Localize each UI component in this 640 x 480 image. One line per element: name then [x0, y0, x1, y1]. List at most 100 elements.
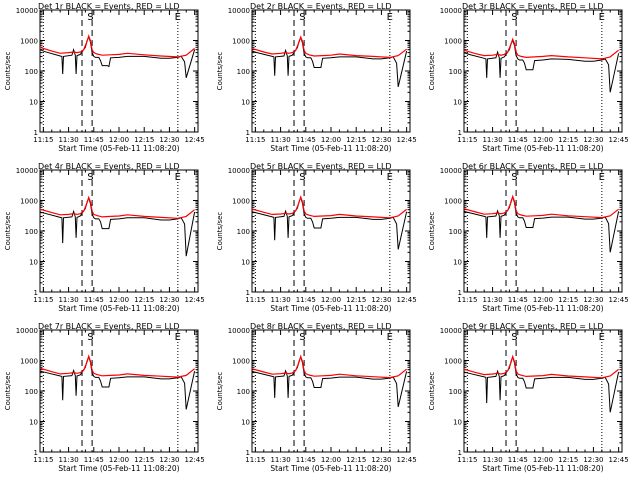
y-tick-label: 1	[458, 129, 462, 137]
x-tick-label: 12:45	[609, 456, 629, 464]
chart-title: Det 7r BLACK = Events, RED = LLD	[38, 322, 180, 331]
x-tick-label: 12:15	[134, 296, 154, 304]
y-tick-label: 100	[237, 228, 250, 236]
x-tick-label: 11:45	[296, 296, 316, 304]
x-tick-label: 11:15	[457, 456, 477, 464]
x-tick-label: 11:45	[84, 136, 104, 144]
x-tick-label: 12:00	[109, 136, 129, 144]
lld-series-line	[251, 35, 407, 59]
events-series-line	[463, 39, 620, 93]
x-tick-label: 11:15	[33, 136, 53, 144]
chart-panel-6: Det 6r BLACK = Events, RED = LLD 1 10 100 10…	[428, 162, 629, 313]
x-axis-label: Start Time (05-Feb-11 11:08:20)	[270, 144, 391, 153]
x-tick-label: 12:15	[346, 456, 366, 464]
lld-series-line	[463, 354, 619, 379]
x-tick-label: 11:15	[33, 456, 53, 464]
y-tick-label: 10000	[440, 327, 462, 335]
y-tick-label: 1	[34, 289, 38, 297]
y-tick-label: 1000	[444, 38, 462, 46]
x-tick-label: 11:30	[482, 456, 502, 464]
y-tick-label: 1	[34, 449, 38, 457]
flare-marker-e: E	[599, 332, 605, 343]
chart-title: Det 3r BLACK = Events, RED = LLD	[462, 2, 604, 11]
chart-panel-2: Det 2r BLACK = Events, RED = LLD 1 10 100 10…	[216, 2, 417, 153]
y-axis-label: Counts/sec	[428, 372, 436, 411]
y-tick-label: 10000	[440, 167, 462, 175]
chart-panel-8: Det 8r BLACK = Events, RED = LLD 1 10 100 10…	[216, 322, 417, 473]
plot-frame	[251, 169, 411, 293]
x-tick-label: 12:00	[109, 456, 129, 464]
x-tick-label: 12:00	[533, 456, 553, 464]
x-tick-label: 11:30	[270, 456, 290, 464]
x-tick-label: 12:30	[583, 456, 603, 464]
y-tick-label: 100	[25, 388, 38, 396]
x-axis-label: Start Time (05-Feb-11 11:08:20)	[482, 144, 603, 153]
y-tick-label: 10	[453, 99, 462, 107]
x-tick-label: 12:15	[134, 136, 154, 144]
y-tick-label: 10000	[440, 7, 462, 15]
flare-marker-e: E	[175, 12, 181, 23]
y-tick-label: 10	[241, 419, 250, 427]
y-tick-label: 100	[449, 68, 462, 76]
flare-marker-s: S	[511, 172, 517, 183]
flare-marker-s: S	[511, 332, 517, 343]
x-tick-label: 12:15	[346, 296, 366, 304]
events-series-line	[251, 195, 408, 250]
y-tick-label: 100	[25, 68, 38, 76]
x-axis-label: Start Time (05-Feb-11 11:08:20)	[58, 144, 179, 153]
chart-title: Det 5r BLACK = Events, RED = LLD	[250, 162, 392, 171]
y-tick-label: 1000	[232, 198, 250, 206]
y-tick-label: 1000	[232, 358, 250, 366]
x-tick-label: 12:15	[558, 296, 578, 304]
y-tick-label: 10	[29, 99, 38, 107]
x-tick-label: 12:30	[371, 296, 391, 304]
y-tick-label: 1000	[444, 198, 462, 206]
flare-marker-s: S	[299, 172, 305, 183]
chart-title: Det 4r BLACK = Events, RED = LLD	[38, 162, 180, 171]
plot-frame	[251, 329, 411, 453]
x-tick-label: 11:45	[508, 136, 528, 144]
x-tick-label: 12:00	[321, 136, 341, 144]
y-tick-label: 10	[29, 419, 38, 427]
flare-marker-e: E	[599, 172, 605, 183]
flare-marker-s: S	[87, 332, 93, 343]
x-tick-label: 12:30	[583, 136, 603, 144]
y-axis-label: Counts/sec	[4, 52, 12, 91]
x-tick-label: 12:30	[159, 136, 179, 144]
plot-frame	[463, 329, 623, 453]
events-series-line	[251, 355, 408, 408]
x-tick-label: 11:15	[245, 136, 265, 144]
y-tick-label: 100	[237, 68, 250, 76]
x-tick-label: 12:45	[609, 136, 629, 144]
y-tick-label: 1	[246, 289, 250, 297]
y-tick-label: 10	[241, 99, 250, 107]
plot-frame	[39, 9, 199, 133]
y-tick-label: 1000	[232, 38, 250, 46]
y-tick-label: 10	[453, 419, 462, 427]
x-tick-label: 12:45	[185, 456, 205, 464]
y-tick-label: 1000	[20, 198, 38, 206]
flare-marker-e: E	[387, 12, 393, 23]
chart-title: Det 1r BLACK = Events, RED = LLD	[38, 2, 180, 11]
x-tick-label: 12:45	[397, 456, 417, 464]
x-tick-label: 12:45	[185, 136, 205, 144]
x-axis-label: Start Time (05-Feb-11 11:08:20)	[58, 304, 179, 313]
flare-marker-e: E	[599, 12, 605, 23]
x-tick-label: 12:45	[185, 296, 205, 304]
y-axis-label: Counts/sec	[4, 212, 12, 251]
x-axis-label: Start Time (05-Feb-11 11:08:20)	[270, 304, 391, 313]
flare-marker-s: S	[87, 172, 93, 183]
x-tick-label: 11:30	[58, 136, 78, 144]
flare-marker-e: E	[387, 172, 393, 183]
y-tick-label: 1	[246, 449, 250, 457]
y-axis-label: Counts/sec	[428, 212, 436, 251]
x-tick-label: 11:45	[84, 456, 104, 464]
chart-panel-9: Det 9r BLACK = Events, RED = LLD 1 10 100 10…	[428, 322, 629, 473]
x-tick-label: 12:45	[397, 296, 417, 304]
x-tick-label: 11:30	[270, 136, 290, 144]
flare-marker-e: E	[175, 172, 181, 183]
lld-series-line	[39, 34, 195, 58]
x-tick-label: 12:00	[321, 296, 341, 304]
